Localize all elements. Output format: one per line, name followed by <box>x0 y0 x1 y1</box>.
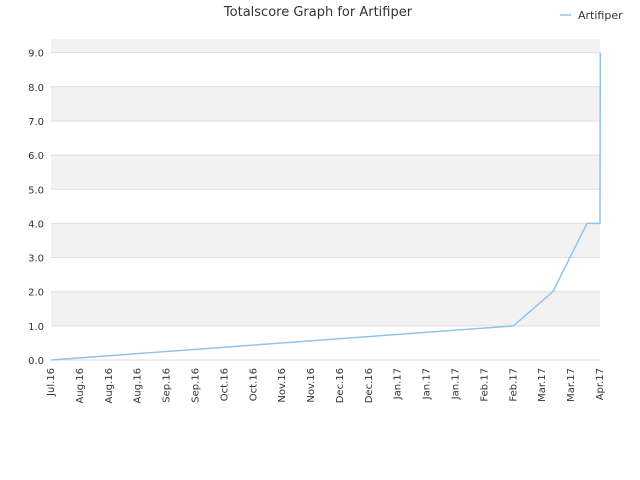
x-tick-label: Nov.16 <box>306 368 317 403</box>
y-tick-label: 7.0 <box>28 117 44 128</box>
x-tick-label: Nov.16 <box>277 368 288 403</box>
x-tick-label: Oct.16 <box>248 368 259 401</box>
chart-title: Totalscore Graph for Artifiper <box>223 5 413 20</box>
y-tick-label: 2.0 <box>28 288 44 299</box>
plot-band <box>51 291 600 326</box>
y-tick-label: 9.0 <box>28 49 44 60</box>
y-tick-label: 3.0 <box>28 254 44 265</box>
x-tick-label: Sep.16 <box>190 368 201 403</box>
y-axis: 0.0 1.0 2.0 3.0 4.0 5.0 6.0 7.0 8.0 9.0 <box>28 49 44 367</box>
x-axis: Jul.16 Aug.16 Aug.16 Aug.16 Sep.16 Sep.16 Oct.… <box>46 368 606 403</box>
x-tick-label: Jul.16 <box>46 368 57 397</box>
x-tick-label: Jan.17 <box>393 368 404 400</box>
y-tick-label: 8.0 <box>28 83 44 94</box>
x-tick-label: Feb.17 <box>479 368 490 402</box>
x-tick-label: Dec.16 <box>364 368 375 403</box>
x-tick-label: Sep.16 <box>162 368 173 403</box>
y-tick-label: 1.0 <box>28 322 44 333</box>
x-tick-label: Jan.17 <box>422 368 433 400</box>
plot-band <box>51 223 600 258</box>
y-tick-label: 6.0 <box>28 151 44 162</box>
x-tick-label: Aug.16 <box>104 368 115 403</box>
y-tick-label: 0.0 <box>28 356 44 367</box>
series-line <box>50 52 602 361</box>
x-tick-label: Mar.17 <box>566 368 577 402</box>
x-tick-label: Aug.16 <box>75 368 86 403</box>
plot-bands <box>51 39 600 326</box>
series-lines <box>50 52 602 361</box>
legend-label: Artifiper <box>578 9 623 22</box>
plot-band <box>51 86 600 121</box>
legend: Artifiper <box>560 9 623 22</box>
plot-band <box>51 155 600 190</box>
x-tick-label: Feb.17 <box>508 368 519 402</box>
grid-lines <box>51 52 600 361</box>
x-tick-label: Jan.17 <box>451 368 462 400</box>
plot-band <box>51 39 600 53</box>
x-tick-label: Oct.16 <box>219 368 230 401</box>
x-tick-label: Aug.16 <box>133 368 144 403</box>
x-tick-label: Apr.17 <box>595 368 606 400</box>
x-tick-label: Dec.16 <box>335 368 346 403</box>
y-tick-label: 5.0 <box>28 185 44 196</box>
y-tick-label: 4.0 <box>28 219 44 230</box>
x-tick-label: Mar.17 <box>537 368 548 402</box>
